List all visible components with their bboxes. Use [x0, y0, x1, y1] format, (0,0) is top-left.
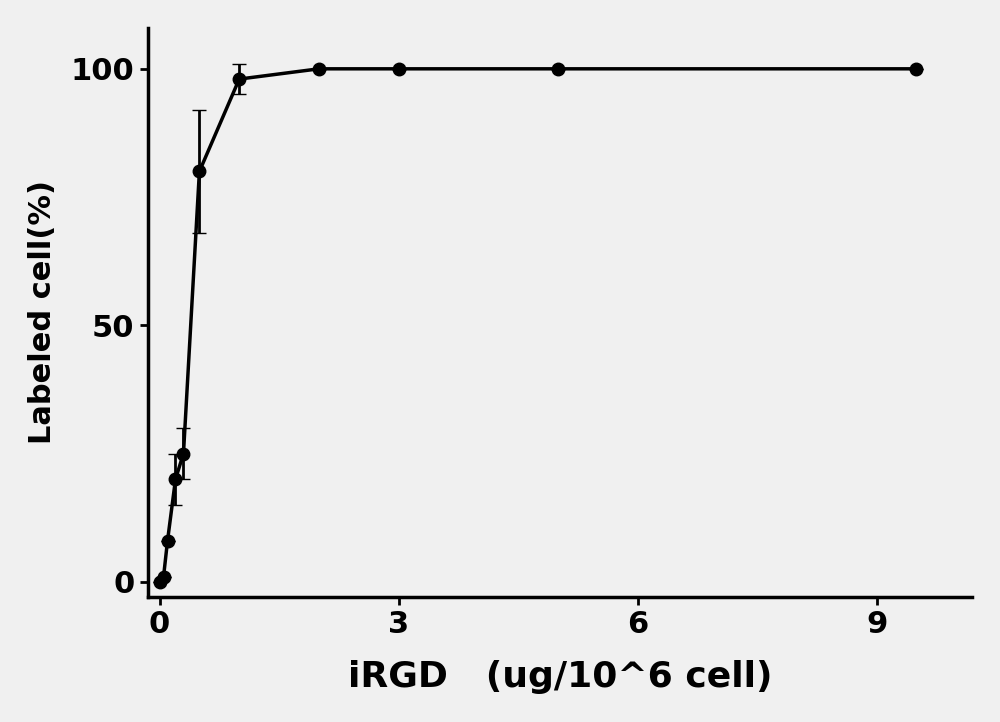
Y-axis label: Labeled cell(%): Labeled cell(%) — [28, 180, 57, 445]
X-axis label: iRGD   (ug/10^6 cell): iRGD (ug/10^6 cell) — [348, 660, 772, 695]
